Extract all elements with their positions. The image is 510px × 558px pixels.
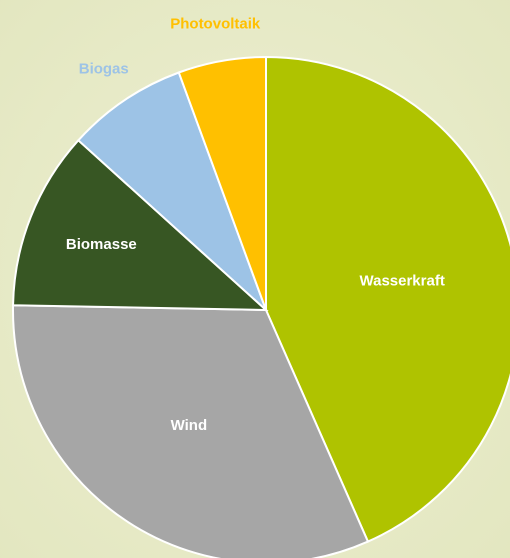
pie-slice	[177, 55, 267, 311]
pie	[12, 55, 510, 558]
slice-label: Wind	[171, 417, 208, 434]
pie-slice	[76, 71, 267, 311]
slice-label: Biogas	[79, 61, 129, 78]
slice-label: Biomasse	[66, 236, 137, 253]
slice-label: Photovoltaik	[170, 15, 261, 32]
slice-label: Wasserkraft	[360, 272, 445, 289]
labels: Wasserkraft Wind Biomasse Biogas Photovoltai…	[66, 15, 445, 433]
pie-slice	[265, 55, 510, 543]
pie-slice	[12, 304, 370, 558]
pie-slice	[12, 138, 269, 312]
